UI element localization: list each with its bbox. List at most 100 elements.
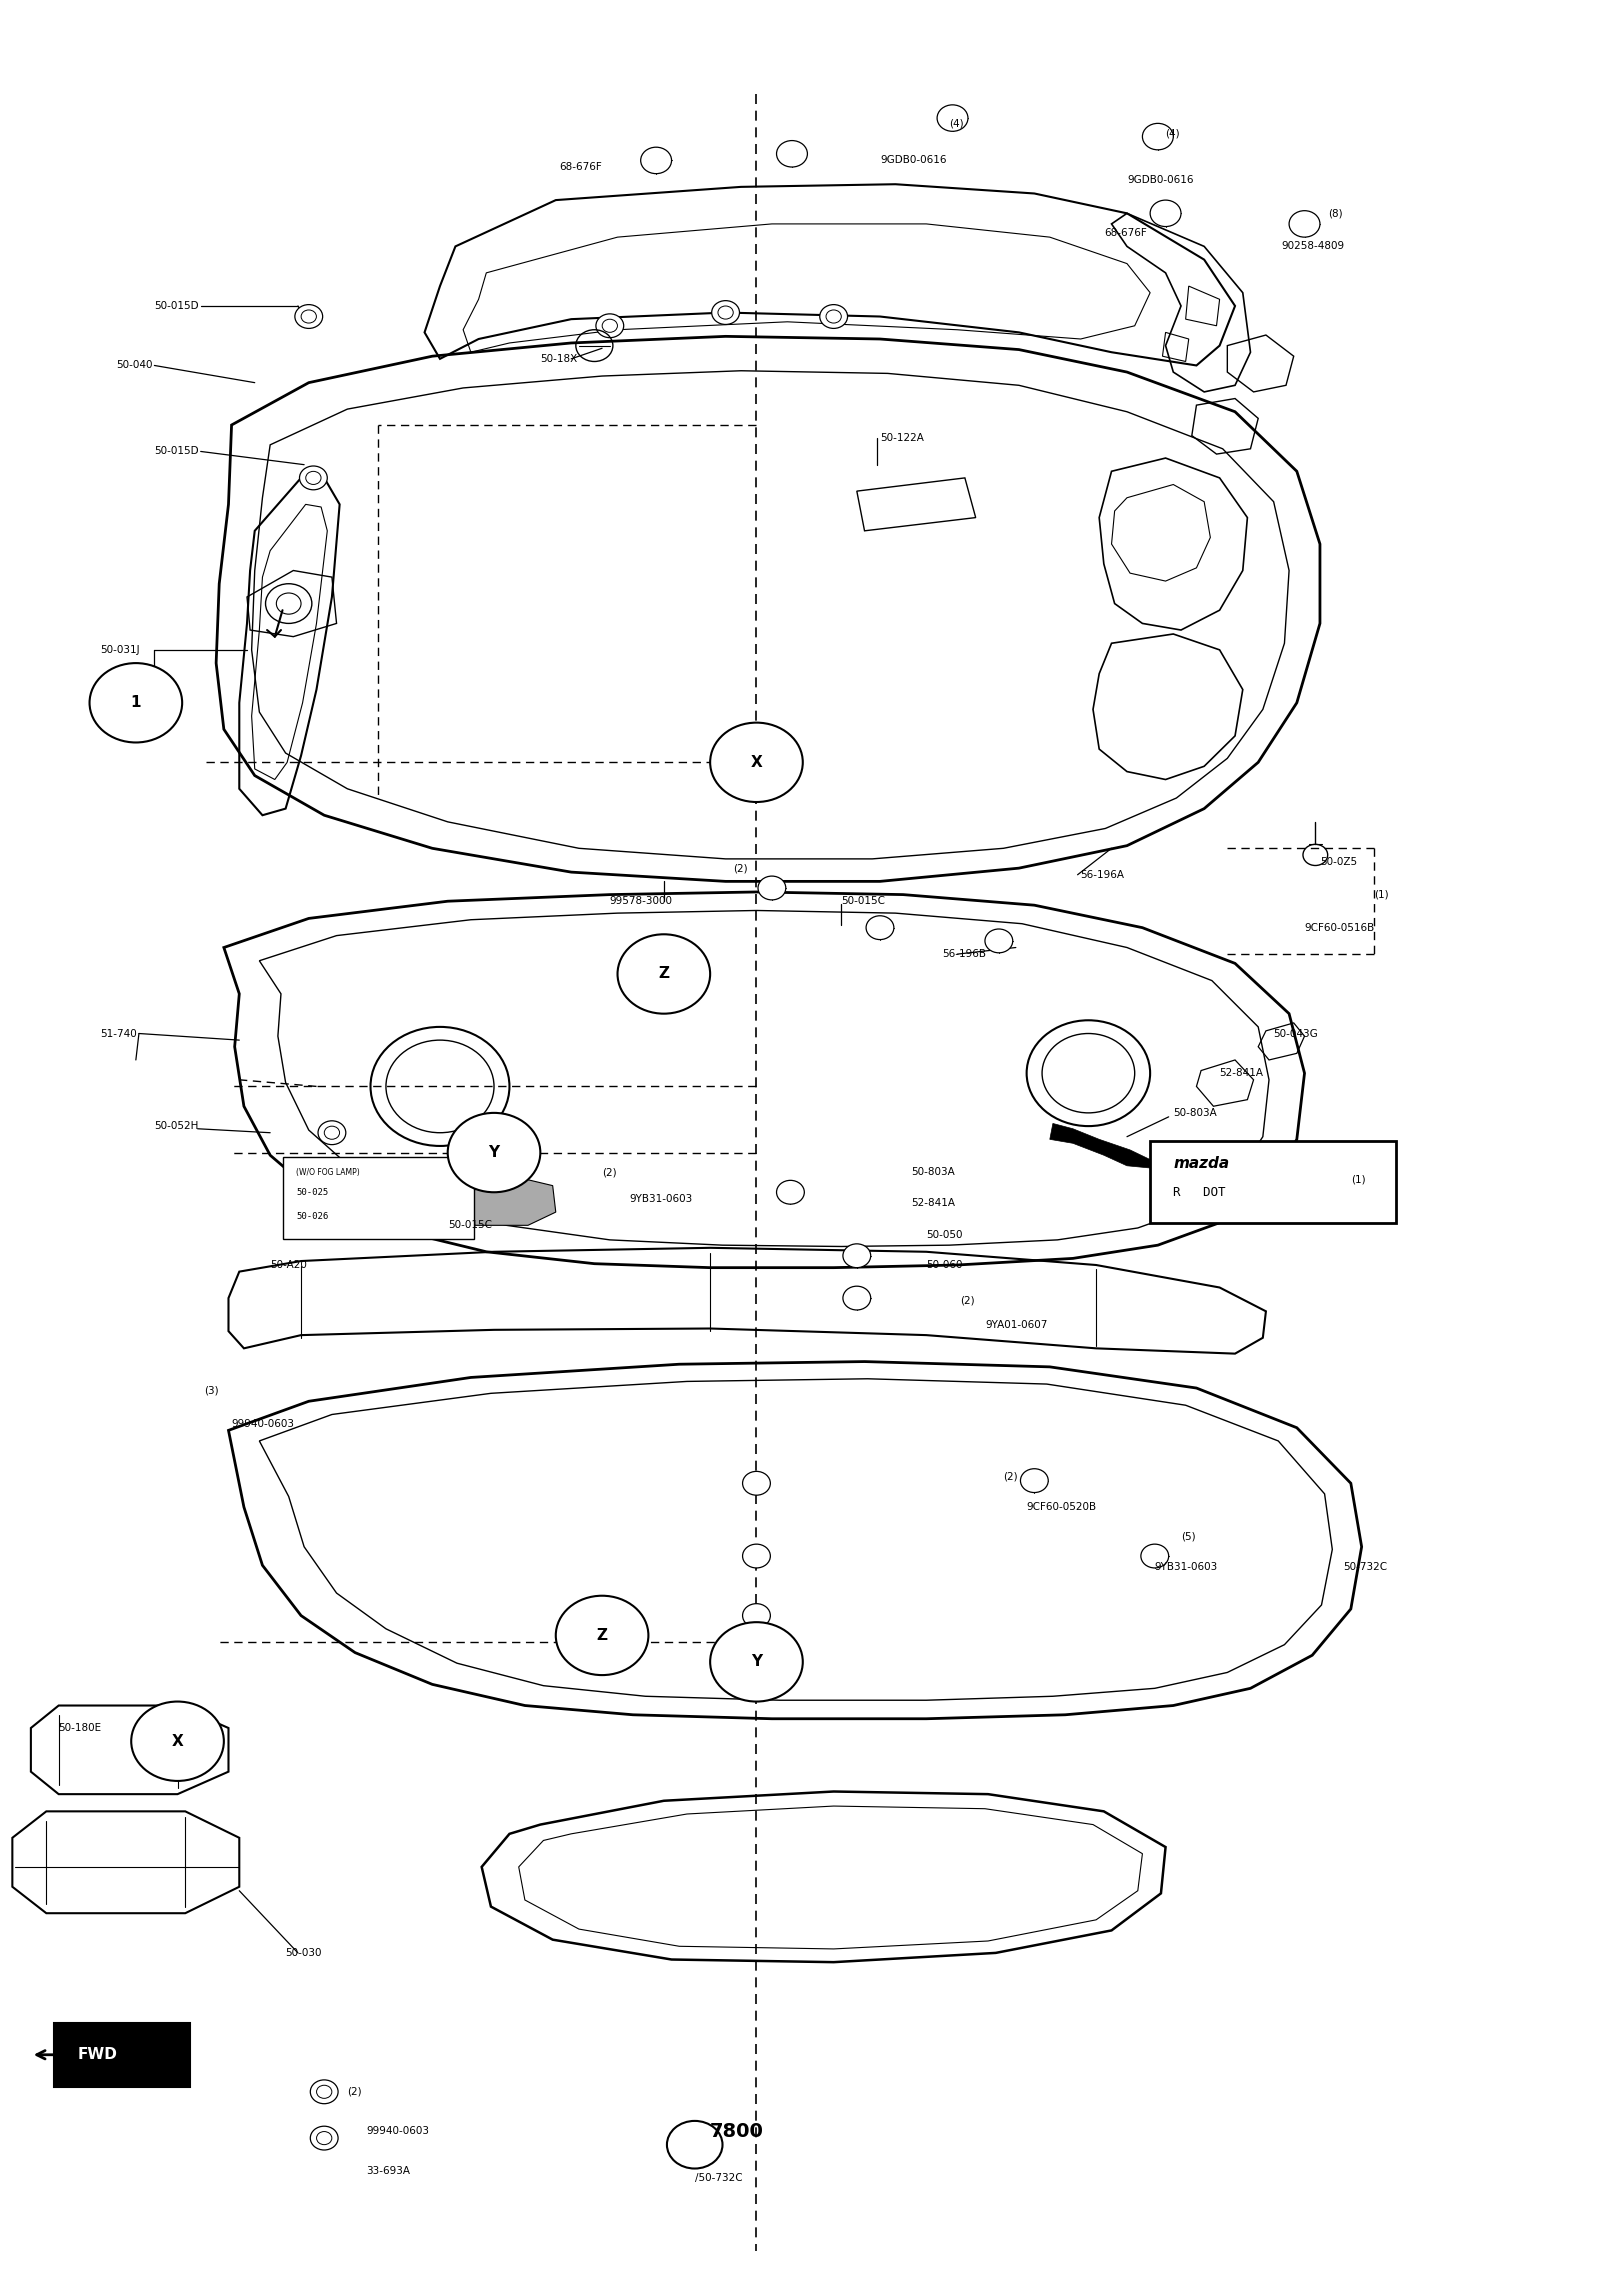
Text: Z: Z <box>658 965 669 981</box>
Circle shape <box>1143 123 1174 150</box>
Text: (W/O FOG LAMP): (W/O FOG LAMP) <box>297 1168 360 1177</box>
FancyBboxPatch shape <box>1151 1141 1396 1223</box>
Circle shape <box>866 915 893 940</box>
Text: 7800: 7800 <box>710 2122 763 2140</box>
Text: 90258-4809: 90258-4809 <box>1281 241 1344 250</box>
Text: 9CF60-0516B: 9CF60-0516B <box>1305 922 1375 934</box>
Text: 99940-0603: 99940-0603 <box>232 1419 295 1428</box>
Circle shape <box>310 2079 339 2104</box>
Text: (2): (2) <box>1003 1471 1018 1482</box>
Text: 50-015D: 50-015D <box>154 301 199 312</box>
Text: 50-015C: 50-015C <box>841 897 885 906</box>
Circle shape <box>1289 212 1319 237</box>
Text: 9YB31-0603: 9YB31-0603 <box>631 1193 694 1205</box>
Circle shape <box>742 1544 770 1569</box>
Polygon shape <box>456 1179 556 1225</box>
Text: 52-841A: 52-841A <box>1219 1068 1264 1079</box>
Text: Y: Y <box>488 1145 499 1159</box>
Circle shape <box>618 934 710 1013</box>
Text: 9YA01-0607: 9YA01-0607 <box>986 1321 1047 1330</box>
Text: 50-030: 50-030 <box>285 1947 323 1958</box>
Text: X: X <box>172 1733 183 1749</box>
Circle shape <box>827 310 841 323</box>
Circle shape <box>601 319 618 332</box>
Text: (4): (4) <box>1165 130 1180 139</box>
Text: 9GDB0-0616: 9GDB0-0616 <box>1127 175 1193 184</box>
Text: 68-676F: 68-676F <box>559 162 601 173</box>
Text: 50-050: 50-050 <box>926 1230 963 1239</box>
Circle shape <box>556 1596 648 1676</box>
Text: /50-732C: /50-732C <box>695 2172 742 2184</box>
Text: 56-196B: 56-196B <box>942 950 986 959</box>
Text: 50-732C: 50-732C <box>1344 1562 1388 1571</box>
Text: (4): (4) <box>950 118 964 128</box>
Text: 99578-3000: 99578-3000 <box>609 897 673 906</box>
Circle shape <box>640 148 671 173</box>
Text: 50-026: 50-026 <box>297 1211 329 1220</box>
Text: 99940-0603: 99940-0603 <box>366 2127 430 2136</box>
Text: 50-060: 50-060 <box>926 1259 963 1271</box>
Text: 50-015C: 50-015C <box>447 1220 491 1230</box>
Text: (8): (8) <box>1328 207 1342 219</box>
Circle shape <box>718 305 733 319</box>
Circle shape <box>306 471 321 485</box>
Text: mazda: mazda <box>1174 1157 1229 1170</box>
Circle shape <box>937 105 968 132</box>
Text: 50-122A: 50-122A <box>880 433 924 444</box>
Text: FWD: FWD <box>78 2047 117 2063</box>
Text: 50-18X: 50-18X <box>540 353 577 364</box>
Circle shape <box>131 1701 224 1781</box>
FancyBboxPatch shape <box>53 2022 190 2086</box>
Text: Y: Y <box>751 1655 762 1669</box>
Text: 51-740: 51-740 <box>101 1029 138 1038</box>
Circle shape <box>1151 200 1182 225</box>
Text: 1: 1 <box>131 694 141 710</box>
Text: 50-052H: 50-052H <box>154 1120 199 1132</box>
Text: (2): (2) <box>733 863 747 872</box>
Text: (2): (2) <box>347 2086 361 2097</box>
Circle shape <box>447 1113 540 1193</box>
Text: 50-025: 50-025 <box>297 1189 329 1198</box>
Circle shape <box>710 1621 802 1701</box>
Text: (1): (1) <box>1375 890 1389 899</box>
FancyBboxPatch shape <box>282 1157 473 1239</box>
Text: 56-196A: 56-196A <box>1081 870 1125 879</box>
Text: 50-0Z5: 50-0Z5 <box>1319 856 1357 868</box>
Text: (1): (1) <box>1350 1175 1365 1184</box>
Circle shape <box>776 1179 804 1205</box>
Text: FRONT BUMPER (W/TURBO): FRONT BUMPER (W/TURBO) <box>692 0 929 9</box>
Circle shape <box>843 1243 870 1268</box>
FancyBboxPatch shape <box>0 0 1621 27</box>
Text: (2): (2) <box>601 1168 616 1177</box>
Text: R   DOT: R DOT <box>1174 1186 1225 1198</box>
Text: (2): (2) <box>960 1296 974 1305</box>
Text: 50-043G: 50-043G <box>1274 1029 1318 1038</box>
Circle shape <box>316 2086 332 2099</box>
Circle shape <box>742 1603 770 1628</box>
Circle shape <box>1141 1544 1169 1569</box>
Text: 68-676F: 68-676F <box>1104 228 1146 239</box>
Text: 50-A20: 50-A20 <box>271 1259 306 1271</box>
Text: (5): (5) <box>1182 1530 1196 1542</box>
Text: 9YB31-0603: 9YB31-0603 <box>1154 1562 1217 1571</box>
Circle shape <box>316 2131 332 2145</box>
Circle shape <box>302 310 316 323</box>
Text: 52-841A: 52-841A <box>911 1198 955 1207</box>
Circle shape <box>310 2127 339 2149</box>
Text: 33-693A: 33-693A <box>366 2165 410 2177</box>
Circle shape <box>759 877 786 899</box>
Text: X: X <box>751 754 762 770</box>
Circle shape <box>318 1120 345 1145</box>
Circle shape <box>1021 1469 1049 1491</box>
Polygon shape <box>1050 1123 1154 1168</box>
Circle shape <box>742 1471 770 1496</box>
Text: 50-803A: 50-803A <box>911 1168 955 1177</box>
Circle shape <box>710 722 802 802</box>
Text: (3): (3) <box>204 1387 219 1396</box>
Text: 50-040: 50-040 <box>115 360 152 371</box>
Circle shape <box>712 301 739 323</box>
Text: Z: Z <box>597 1628 608 1644</box>
Circle shape <box>89 663 182 742</box>
Circle shape <box>820 305 848 328</box>
Circle shape <box>843 1287 870 1309</box>
